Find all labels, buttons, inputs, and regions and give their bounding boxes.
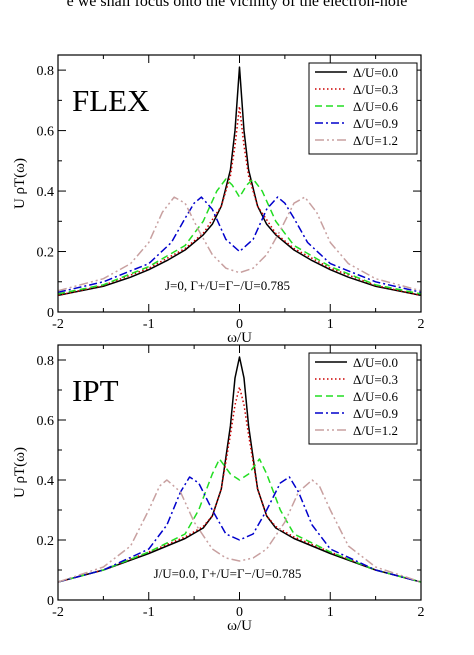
legend-label-0: Δ/U=0.0 <box>353 65 398 80</box>
legend-box <box>308 62 418 155</box>
series-line-1 <box>58 386 421 583</box>
x-axis-label: ω/U <box>227 618 252 634</box>
x-tick-label: 1 <box>327 317 334 332</box>
page-header-text: e we shall focus onto the vicinity of th… <box>66 0 408 10</box>
y-tick-label: 0.6 <box>37 125 55 140</box>
series-line-2 <box>58 178 421 295</box>
legend-label-3: Δ/U=0.9 <box>353 116 398 131</box>
x-tick-label: 2 <box>418 317 425 332</box>
legend-label-1: Δ/U=0.3 <box>353 372 398 387</box>
legend-label-1: Δ/U=0.3 <box>353 82 398 97</box>
series-line-3 <box>58 476 421 583</box>
x-tick-label: -1 <box>143 317 155 332</box>
legend-label-4: Δ/U=1.2 <box>353 423 398 438</box>
legend-label-2: Δ/U=0.6 <box>353 389 398 404</box>
y-tick-label: 0 <box>47 306 54 321</box>
legend-label-2: Δ/U=0.6 <box>353 99 398 114</box>
series-line-4 <box>58 479 421 583</box>
x-tick-label: 1 <box>327 605 334 620</box>
y-tick-label: 0 <box>47 594 54 609</box>
series-line-3 <box>58 196 421 294</box>
series-line-4 <box>58 196 421 292</box>
x-tick-label: 0 <box>236 605 243 620</box>
panel-label: IPT <box>72 373 119 408</box>
x-tick-label: 2 <box>418 605 425 620</box>
y-tick-label: 0.2 <box>37 246 55 261</box>
x-tick-label: -1 <box>143 605 155 620</box>
panel-flex: -2 -1 0 1 2 0 0.2 0.4 0.6 0.8 ω/U U ρT(ω) FLEX J=0, Γ… <box>12 54 425 346</box>
y-axis-label: U ρT(ω) <box>12 447 28 498</box>
y-axis-label: U ρT(ω) <box>12 158 28 209</box>
x-axis-label: ω/U <box>227 330 252 346</box>
series-line-2 <box>58 458 421 583</box>
plot-area <box>58 356 421 583</box>
x-tick-label: -2 <box>52 605 64 620</box>
series-line-0 <box>58 66 421 297</box>
panel-ipt: -2 -1 0 1 2 0 0.2 0.4 0.6 0.8 ω/U U ρT(ω) IPT J/U=0.0… <box>12 344 425 634</box>
y-tick-label: 0.8 <box>37 64 55 79</box>
annotation-text: J/U=0.0, Γ+/U=Γ−/U=0.785 <box>154 566 302 581</box>
series-line-0 <box>58 356 421 583</box>
y-tick-label: 0.6 <box>37 414 55 429</box>
x-tick-label: 0 <box>236 317 243 332</box>
plot-area <box>58 66 421 297</box>
y-tick-label: 0.4 <box>37 185 55 200</box>
y-tick-label: 0.8 <box>37 354 55 369</box>
y-tick-label: 0.2 <box>37 534 55 549</box>
annotation-text: J=0, Γ+/U=Γ−/U=0.785 <box>165 278 290 293</box>
legend-label-3: Δ/U=0.9 <box>353 406 398 421</box>
legend-label-0: Δ/U=0.0 <box>353 355 398 370</box>
legend-box <box>308 352 418 445</box>
x-tick-label: -2 <box>52 317 64 332</box>
legend-label-4: Δ/U=1.2 <box>353 133 398 148</box>
y-tick-label: 0.4 <box>37 474 55 489</box>
panel-label: FLEX <box>72 83 150 118</box>
